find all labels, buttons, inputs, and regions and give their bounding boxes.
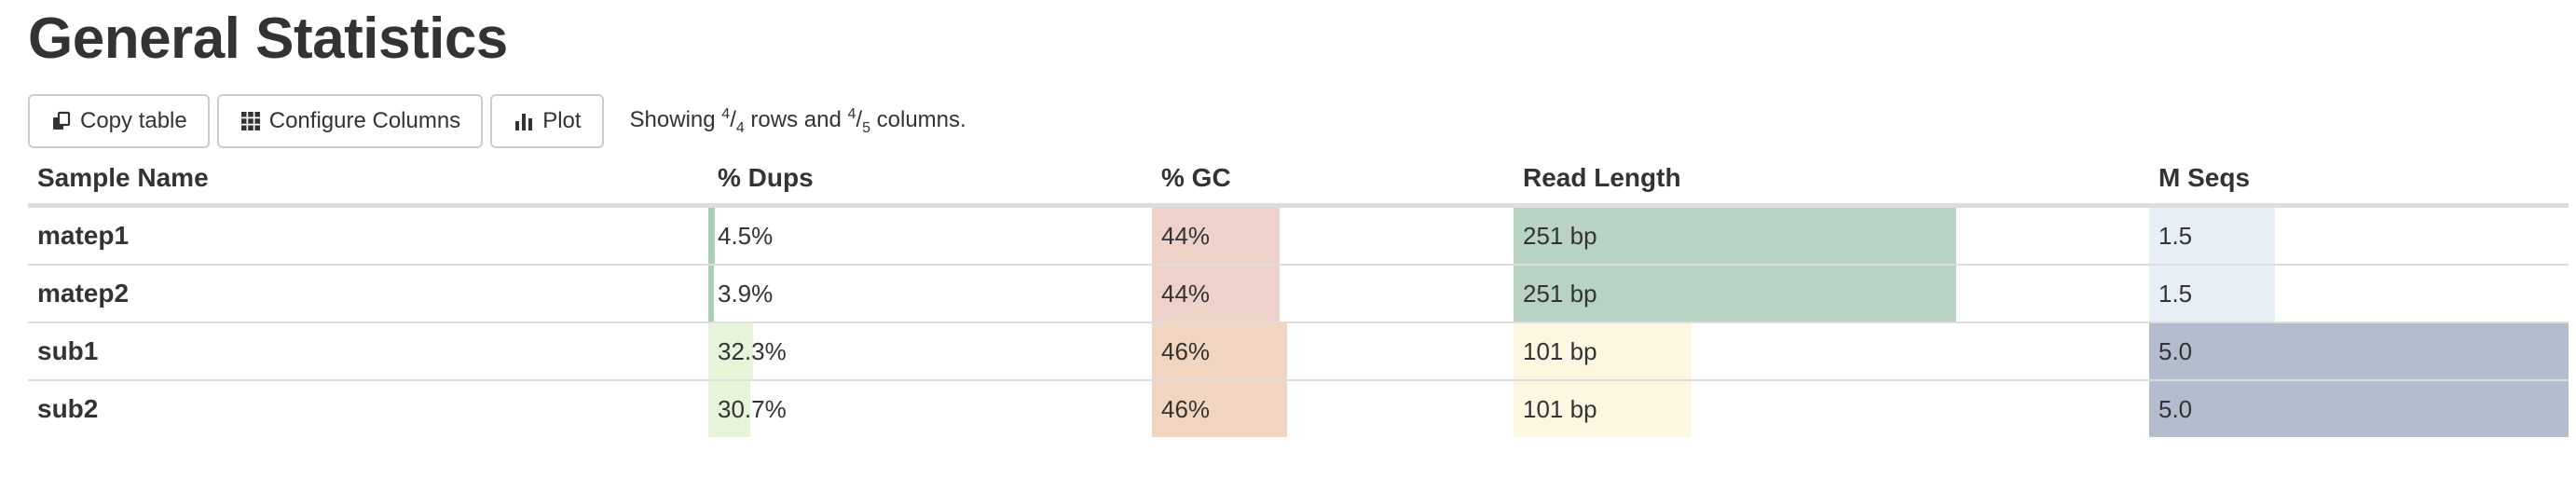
sample-name-cell: matep2 <box>28 264 708 322</box>
m-seqs-cell: 5.0 <box>2149 322 2569 380</box>
read-length-bar <box>1514 381 1692 437</box>
gc-bar <box>1152 208 1281 264</box>
grid-icon <box>240 110 262 132</box>
table-row: sub1 32.3% 46% 101 bp 5.0 <box>28 322 2569 380</box>
read-length-cell: 251 bp <box>1514 204 2149 265</box>
read-length-cell: 101 bp <box>1514 322 2149 380</box>
plot-label: Plot <box>542 108 582 133</box>
copy-icon <box>50 110 73 132</box>
header-read-length[interactable]: Read Length <box>1514 153 2149 208</box>
bar-chart-icon <box>513 110 535 132</box>
plot-button[interactable]: Plot <box>490 94 604 148</box>
gc-cell: 44% <box>1152 264 1514 322</box>
table-toolbar: Copy table Configure Columns Plot Showin… <box>28 93 966 149</box>
configure-columns-label: Configure Columns <box>268 108 461 133</box>
sample-name-cell: matep1 <box>28 204 708 265</box>
table-row: matep1 4.5% 44% 251 bp 1.5 <box>28 204 2569 265</box>
m-seqs-cell: 1.5 <box>2149 264 2569 322</box>
copy-table-label: Copy table <box>80 108 187 133</box>
read-length-cell: 251 bp <box>1514 264 2149 322</box>
read-length-bar <box>1514 266 1957 322</box>
m-seqs-cell: 5.0 <box>2149 379 2569 437</box>
gc-bar <box>1152 381 1287 437</box>
m-seqs-bar <box>2149 266 2275 322</box>
gc-cell: 46% <box>1152 379 1514 437</box>
sample-name-cell: sub1 <box>28 322 708 380</box>
m-seqs-bar <box>2149 208 2275 264</box>
header-gc[interactable]: % GC <box>1152 153 1514 208</box>
dups-cell: 3.9% <box>708 264 1152 322</box>
header-m-seqs[interactable]: M Seqs <box>2149 153 2569 208</box>
header-dups[interactable]: % Dups <box>708 153 1152 208</box>
read-length-cell: 101 bp <box>1514 379 2149 437</box>
page-title: General Statistics <box>28 7 508 71</box>
gc-cell: 44% <box>1152 204 1514 265</box>
gc-cell: 46% <box>1152 322 1514 380</box>
m-seqs-bar <box>2149 323 2569 379</box>
configure-columns-button[interactable]: Configure Columns <box>216 94 484 148</box>
rows-columns-summary: Showing 4/4 rows and 4/5 columns. <box>629 105 966 136</box>
dups-cell: 30.7% <box>708 379 1152 437</box>
table-header-row: Sample Name % Dups % GC Read Length M Se… <box>28 153 2569 208</box>
dups-bar <box>708 266 714 322</box>
dups-bar <box>708 381 751 437</box>
sample-name-cell: sub2 <box>28 379 708 437</box>
general-statistics-table: Sample Name % Dups % GC Read Length M Se… <box>28 153 2569 437</box>
table-row: sub2 30.7% 46% 101 bp 5.0 <box>28 379 2569 437</box>
gc-bar <box>1152 323 1287 379</box>
m-seqs-bar <box>2149 381 2569 437</box>
dups-cell: 32.3% <box>708 322 1152 380</box>
read-length-bar <box>1514 323 1692 379</box>
table-row: matep2 3.9% 44% 251 bp 1.5 <box>28 264 2569 322</box>
copy-table-button[interactable]: Copy table <box>28 94 210 148</box>
dups-bar <box>708 208 715 264</box>
dups-bar <box>708 323 753 379</box>
gc-bar <box>1152 266 1281 322</box>
read-length-bar <box>1514 208 1957 264</box>
m-seqs-cell: 1.5 <box>2149 204 2569 265</box>
dups-cell: 4.5% <box>708 204 1152 265</box>
header-sample-name[interactable]: Sample Name <box>28 153 708 208</box>
